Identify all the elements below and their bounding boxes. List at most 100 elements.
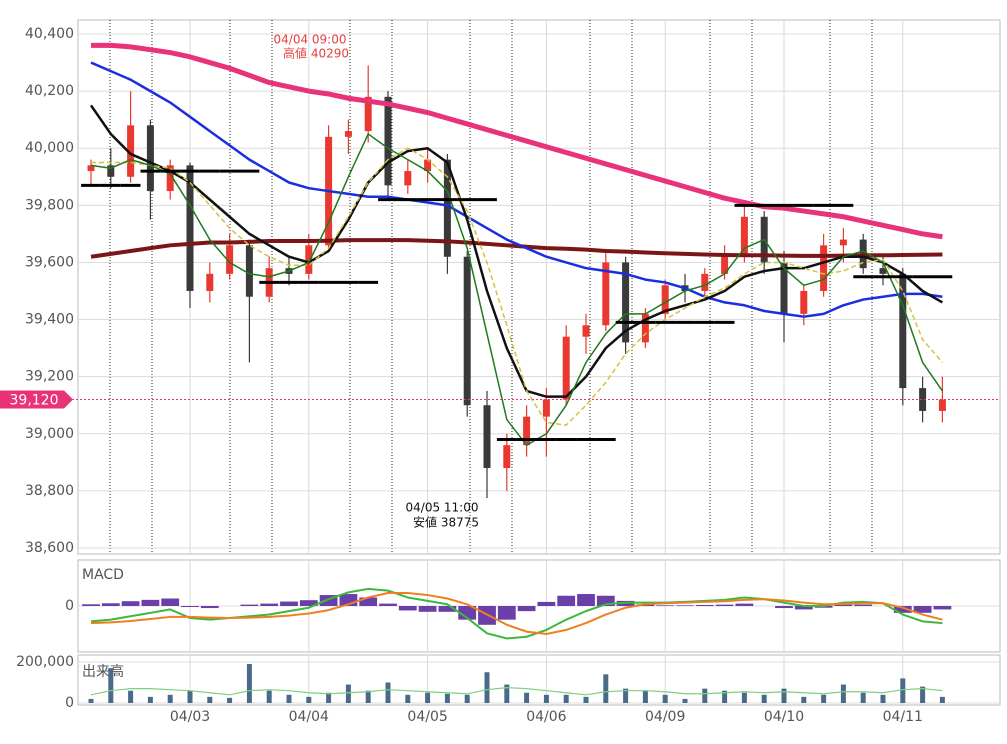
candle-body — [622, 262, 630, 343]
candle-body — [206, 273, 214, 291]
volume-bar — [425, 692, 431, 703]
candle-body — [384, 96, 392, 186]
y-tick-label: 39,200 — [25, 369, 74, 385]
candle-body — [919, 388, 927, 411]
histogram-bar — [181, 606, 199, 608]
x-tick-label: 04/04 — [289, 709, 329, 725]
current-price-tag — [0, 390, 73, 409]
histogram-bar — [794, 606, 813, 610]
volume-bar — [385, 682, 391, 703]
indicator-line — [90, 592, 943, 636]
histogram-bar — [418, 606, 437, 612]
high-annotation: 04/04 09:00 — [274, 33, 347, 47]
candle-body — [641, 313, 649, 343]
y-tick-label: 0 — [65, 695, 74, 711]
volume-bar — [662, 694, 668, 703]
volume-bar — [484, 672, 490, 703]
volume-bar — [187, 690, 193, 703]
y-tick-label: 40,000 — [25, 140, 74, 156]
candle-body — [661, 285, 669, 314]
x-tick-label: 04/05 — [407, 709, 447, 725]
histogram-bar — [280, 601, 298, 606]
y-tick-label: 0 — [65, 598, 74, 614]
histogram-bar — [933, 606, 952, 610]
volume-bar — [900, 678, 906, 703]
volume-bar — [821, 694, 827, 703]
candle-body — [127, 125, 135, 177]
x-tick-label: 04/06 — [526, 709, 566, 725]
candle-body — [780, 262, 788, 314]
volume-bar — [880, 694, 886, 703]
volume-bar — [860, 692, 866, 703]
y-tick-label: 39,400 — [25, 312, 74, 328]
histogram-bar — [299, 600, 318, 606]
x-tick-label: 04/10 — [764, 709, 804, 725]
histogram-bar — [82, 604, 100, 606]
histogram-bar — [240, 604, 259, 606]
candle-body — [800, 291, 808, 314]
histogram-bar — [695, 604, 714, 606]
volume-bar — [781, 688, 787, 703]
candle-body — [87, 165, 95, 172]
candle-body — [305, 245, 313, 274]
histogram-bar — [379, 603, 397, 606]
volume-bar — [345, 684, 351, 703]
histogram-bar — [656, 605, 675, 606]
histogram-bar — [735, 603, 754, 606]
histogram-bar — [517, 606, 536, 612]
x-tick-label: 04/03 — [170, 709, 210, 725]
indicator-line — [90, 238, 943, 259]
histogram-bar — [715, 604, 734, 606]
histogram-bar — [497, 606, 516, 620]
volume-bar — [563, 694, 569, 703]
volume-bar — [207, 696, 213, 703]
candle-body — [523, 416, 531, 446]
histogram-bar — [537, 601, 556, 606]
indicator-line — [90, 61, 943, 318]
candle-body — [107, 165, 115, 177]
indicator-line — [90, 687, 943, 696]
histogram-bar — [398, 606, 417, 611]
candle-body — [602, 262, 610, 326]
volume-bar — [702, 688, 708, 703]
histogram-bar — [101, 603, 120, 606]
y-tick-label: 200,000 — [16, 654, 74, 670]
candle-body — [542, 399, 550, 417]
y-tick-label: 39,000 — [25, 426, 74, 442]
histogram-bar — [121, 601, 140, 606]
histogram-bar — [319, 595, 338, 606]
histogram-bar — [854, 604, 873, 606]
volume-bar — [266, 690, 272, 703]
candle-body — [463, 256, 471, 406]
candle-body — [483, 405, 491, 469]
low-annotation: 04/05 11:00 — [406, 501, 479, 515]
volume-bar — [88, 698, 94, 703]
panel-title: 出来高 — [82, 663, 124, 680]
volume-bar — [642, 690, 648, 703]
high-annotation: 高値 40290 — [283, 46, 349, 61]
candle-body — [364, 96, 372, 132]
volume-bar — [761, 694, 767, 703]
candle-body — [582, 325, 590, 337]
volume-bar — [939, 696, 945, 703]
candle-body — [146, 125, 154, 192]
histogram-bar — [775, 606, 793, 609]
candle-body — [424, 159, 432, 172]
candle-body — [899, 273, 907, 389]
candle-body — [344, 131, 352, 137]
histogram-bar — [260, 603, 279, 606]
indicator-line — [91, 42, 943, 240]
x-tick-label: 04/11 — [883, 709, 923, 725]
indicator-line — [89, 104, 944, 398]
candle-body — [701, 273, 709, 291]
histogram-bar — [577, 594, 595, 606]
histogram-bar — [557, 595, 576, 606]
volume-bar — [444, 693, 450, 703]
candle-body — [839, 239, 847, 246]
y-tick-label: 39,800 — [25, 197, 74, 213]
volume-bar — [365, 690, 371, 703]
volume-bar — [583, 696, 589, 703]
indicator-line — [90, 133, 944, 446]
y-tick-label: 38,800 — [25, 483, 74, 499]
low-annotation: 安値 38775 — [413, 515, 479, 530]
